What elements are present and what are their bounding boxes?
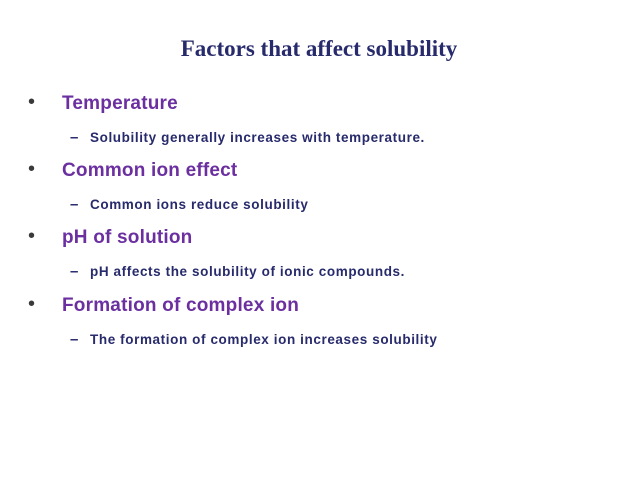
bullet-subtext: pH affects the solubility of ionic compo… [90,264,406,279]
sub-dash: – [70,263,79,280]
bullet-subtext: The formation of complex ion increases s… [90,332,438,347]
bullet-subtext: Common ions reduce solubility [90,197,309,212]
bullet-heading: Temperature [62,93,178,114]
bullet-heading: Common ion effect [62,160,238,181]
slide-title: Factors that affect solubility [180,36,458,61]
bullet-heading: Formation of complex ion [62,295,300,316]
sub-dash: – [70,196,79,213]
bullet-dot: • [28,225,36,247]
sub-dash: – [70,331,79,348]
bullet-subtext: Solubility generally increases with temp… [90,130,425,145]
bullet-heading: pH of solution [62,227,193,248]
sub-dash: – [70,129,79,146]
bullet-dot: • [28,293,36,315]
bullet-dot: • [28,158,36,180]
bullet-dot: • [28,91,36,113]
